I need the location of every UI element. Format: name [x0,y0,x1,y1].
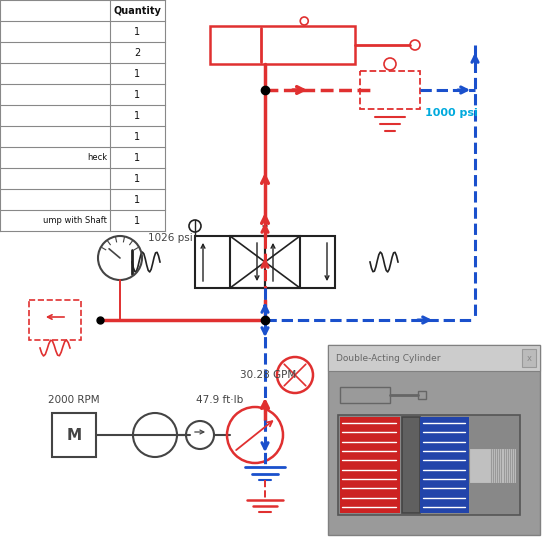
Text: 1: 1 [135,89,141,100]
Text: 1: 1 [135,131,141,142]
Text: 1: 1 [135,111,141,120]
Text: heck: heck [87,153,107,162]
Text: Double-Acting Cylinder: Double-Acting Cylinder [336,354,440,362]
Bar [338,415,520,515]
Bar [195,236,265,288]
Text: 1: 1 [135,195,141,204]
Text: 1: 1 [135,153,141,162]
Text: 1: 1 [135,27,141,37]
Text: 1026 psi: 1026 psi [148,233,193,243]
Bar [328,345,540,535]
Bar [420,417,469,513]
Text: 30.28 GPM: 30.28 GPM [240,370,296,380]
Text: 1000 psi: 1000 psi [425,108,478,118]
Bar [340,417,399,513]
Bar [522,349,536,367]
Text: 2000 RPM: 2000 RPM [48,395,100,405]
Text: Quantity: Quantity [113,5,161,15]
Bar [418,391,426,399]
Bar [52,413,96,457]
Bar [265,236,335,288]
Bar [360,71,420,109]
Bar [340,387,390,403]
Bar [210,26,355,64]
Bar [328,345,540,371]
Text: x: x [526,354,531,362]
Bar [230,236,300,288]
Bar [29,300,81,340]
Text: 1: 1 [135,69,141,78]
Text: 1: 1 [135,215,141,226]
Bar [402,417,420,513]
Text: ump with Shaft: ump with Shaft [43,216,107,225]
Text: M: M [66,427,82,443]
Text: 1: 1 [135,173,141,184]
Text: 47.9 ft·lb: 47.9 ft·lb [196,395,244,405]
Bar [469,447,516,482]
Text: 2: 2 [135,47,141,58]
